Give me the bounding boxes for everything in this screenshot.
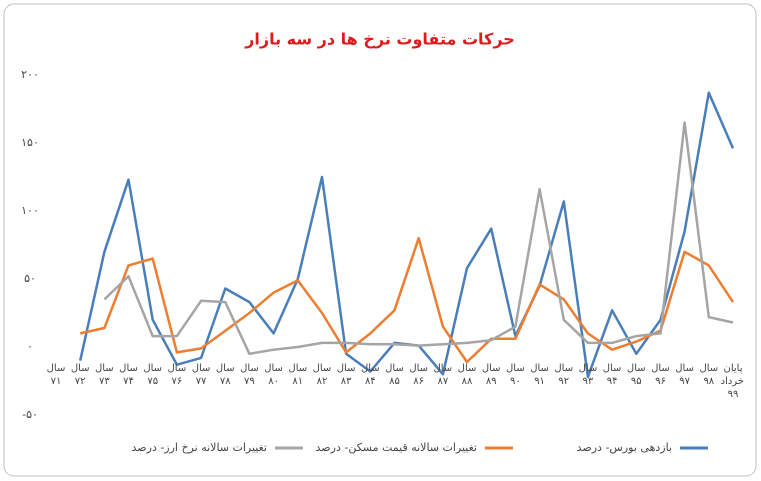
x-tick-label: سال ۷۵ xyxy=(143,363,163,387)
x-tick-label: سال ۸۸ xyxy=(457,363,477,387)
x-tick-label: سال ۸۲ xyxy=(312,363,332,387)
series-line xyxy=(79,236,735,364)
x-tick-label: سال ۹۶ xyxy=(651,363,670,387)
x-tick-label: سال ۹۸ xyxy=(699,363,719,387)
legend-label: تغییرات سالانه نرخ ارز- درصد xyxy=(132,441,267,454)
x-tick-label: سال ۸۳ xyxy=(336,363,356,387)
y-tick-label: ۲۰۰ xyxy=(21,68,39,81)
x-tick-label: سال ۷۴ xyxy=(119,363,138,387)
x-tick-label: سال ۸۵ xyxy=(385,363,404,387)
x-tick-label: پایان خرداد ۹۹ xyxy=(720,363,744,400)
x-tick-label: سال ۹۷ xyxy=(675,363,694,387)
y-tick-label: ۰ xyxy=(27,340,33,353)
x-tick-label: سال ۹۰ xyxy=(506,363,525,387)
x-tick-label: سال ۷۹ xyxy=(240,363,259,387)
x-tick-label: سال ۷۷ xyxy=(191,363,211,387)
legend-label: بازدهی بورس- درصد xyxy=(577,441,672,454)
x-tick-label: سال ۸۰ xyxy=(264,363,283,387)
x-tick-label: سال ۷۸ xyxy=(215,363,235,387)
x-tick-label: سال ۹۵ xyxy=(626,363,646,387)
x-tick-label: سال ۹۴ xyxy=(602,363,622,387)
y-tick-label: ۱۰۰ xyxy=(21,204,39,217)
x-tick-label: سال ۷۲ xyxy=(70,363,90,387)
x-tick-label: سال ۷۳ xyxy=(94,363,114,387)
y-tick-label: ۵۰ xyxy=(24,272,36,285)
y-tick-label: -۵۰ xyxy=(22,408,38,421)
x-tick-label: سال ۸۴ xyxy=(360,363,380,387)
series-line xyxy=(103,121,734,356)
y-tick-label: ۱۵۰ xyxy=(21,136,39,149)
x-tick-label: سال ۸۷ xyxy=(433,363,453,387)
x-tick-label: سال ۷۶ xyxy=(167,363,187,387)
x-tick-label: سال ۸۶ xyxy=(409,363,429,387)
x-tick-label: سال ۹۲ xyxy=(554,363,574,387)
x-tick-label: سال ۸۹ xyxy=(481,363,501,387)
x-tick-label: سال ۹۱ xyxy=(530,363,549,387)
x-tick-label: سال ۸۱ xyxy=(288,363,308,387)
chart-frame xyxy=(3,3,757,477)
x-tick-label: سال ۹۳ xyxy=(578,363,598,387)
x-tick-label: سال ۷۱ xyxy=(46,363,66,387)
legend-label: تغییرات سالانه قیمت مسکن- درصد xyxy=(316,441,477,454)
chart-title: حرکات متفاوت نرخ ها در سه بازار xyxy=(244,30,515,49)
